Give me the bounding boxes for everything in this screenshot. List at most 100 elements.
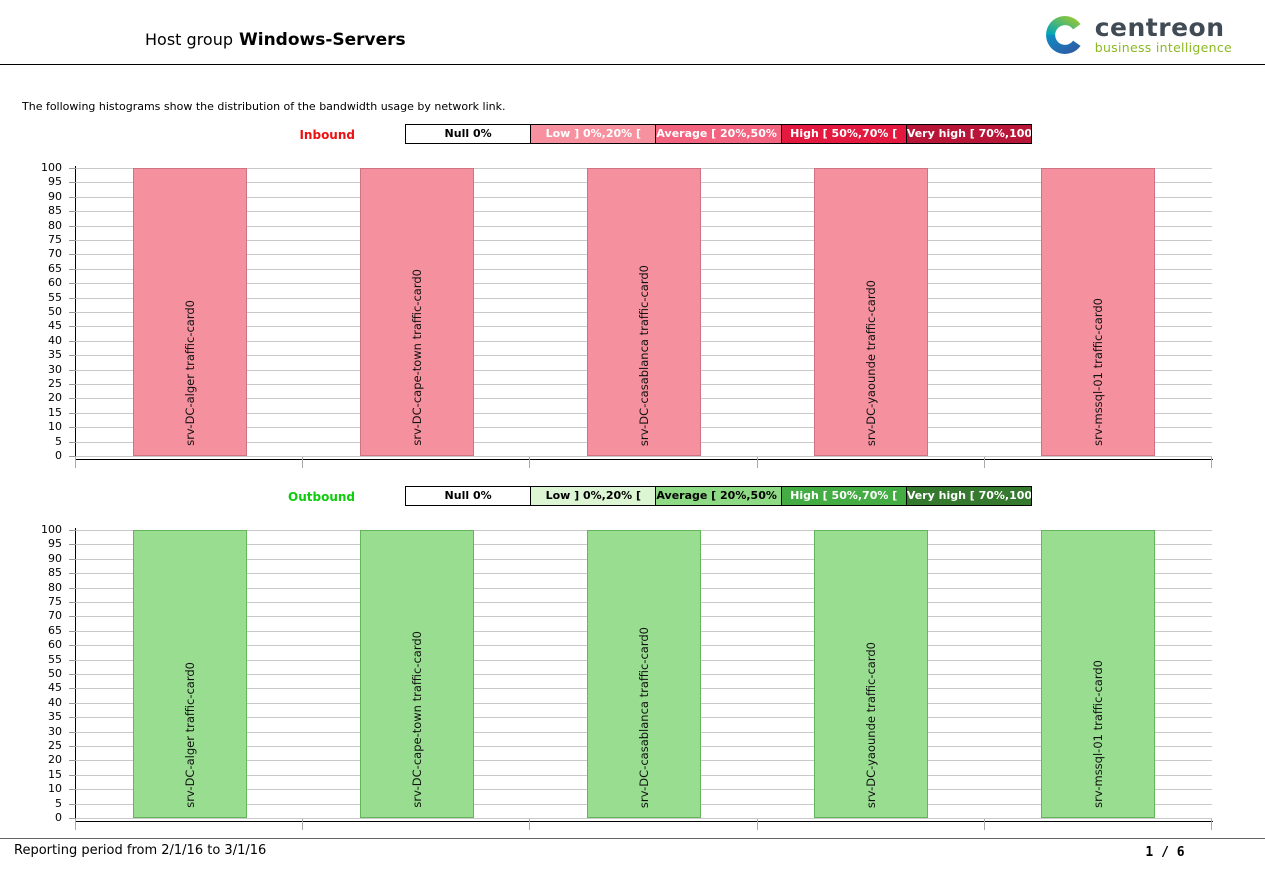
- y-tick-label: 50: [48, 667, 62, 680]
- bar: srv-DC-cape-town traffic-card0: [360, 530, 474, 818]
- y-tick-label: 15: [48, 768, 62, 781]
- bar-label: srv-DC-alger traffic-card0: [183, 662, 197, 808]
- y-tick-label: 25: [48, 739, 62, 752]
- centreon-logo-icon: [1045, 16, 1081, 54]
- y-tick-label: 70: [48, 609, 62, 622]
- centreon-logo-text: centreon business intelligence: [1095, 15, 1232, 55]
- bar-label: srv-mssql-01 traffic-card0: [1091, 298, 1105, 446]
- legend-cell: Average [ 20%,50% [: [655, 487, 781, 505]
- y-tick: [69, 559, 76, 560]
- x-boundary-tick: [75, 819, 76, 830]
- bar-label: srv-DC-yaounde traffic-card0: [864, 641, 878, 808]
- bar-label: srv-DC-casablanca traffic-card0: [637, 264, 651, 446]
- y-tick: [69, 688, 76, 689]
- y-tick: [69, 602, 76, 603]
- y-tick: [69, 456, 76, 457]
- y-tick: [69, 645, 76, 646]
- y-tick: [69, 818, 76, 819]
- bar: srv-DC-alger traffic-card0: [133, 530, 247, 818]
- y-tick: [69, 384, 76, 385]
- legend-cell: High [ 50%,70% [: [780, 487, 906, 505]
- x-axis: [75, 821, 1213, 822]
- y-tick-label: 10: [48, 420, 62, 433]
- y-tick: [69, 398, 76, 399]
- bar-label: srv-DC-alger traffic-card0: [183, 300, 197, 446]
- y-tick-label: 90: [48, 190, 62, 203]
- y-tick-label: 35: [48, 710, 62, 723]
- y-tick-label: 25: [48, 377, 62, 390]
- bar: srv-DC-yaounde traffic-card0: [814, 168, 928, 456]
- y-tick: [69, 326, 76, 327]
- y-tick-label: 60: [48, 638, 62, 651]
- y-tick-label: 0: [55, 449, 62, 462]
- y-tick-label: 15: [48, 406, 62, 419]
- y-tick-label: 60: [48, 276, 62, 289]
- inbound-label: Inbound: [299, 128, 355, 142]
- y-tick-label: 30: [48, 725, 62, 738]
- y-tick-label: 20: [48, 753, 62, 766]
- centreon-brand-name: centreon: [1094, 13, 1225, 43]
- y-tick: [69, 530, 76, 531]
- inbound-legend: Null 0% Low ] 0%,20% [Average [ 20%,50% […: [405, 124, 1032, 144]
- y-tick: [69, 355, 76, 356]
- y-tick: [69, 168, 76, 169]
- y-tick-label: 65: [48, 262, 62, 275]
- y-tick-label: 90: [48, 552, 62, 565]
- bar: srv-DC-cape-town traffic-card0: [360, 168, 474, 456]
- bar: srv-DC-yaounde traffic-card0: [814, 530, 928, 818]
- page-title: Host group Windows-Servers: [145, 30, 406, 50]
- y-tick-label: 65: [48, 624, 62, 637]
- y-tick: [69, 442, 76, 443]
- x-boundary-tick: [529, 457, 530, 468]
- x-boundary-tick: [529, 819, 530, 830]
- y-tick: [69, 804, 76, 805]
- y-tick-label: 95: [48, 537, 62, 550]
- bar-label: srv-mssql-01 traffic-card0: [1091, 660, 1105, 808]
- y-tick-label: 20: [48, 391, 62, 404]
- y-tick-label: 10: [48, 782, 62, 795]
- y-tick: [69, 211, 76, 212]
- y-tick: [69, 775, 76, 776]
- y-tick: [69, 631, 76, 632]
- y-tick-label: 45: [48, 319, 62, 332]
- y-tick: [69, 341, 76, 342]
- reporting-period: Reporting period from 2/1/16 to 3/1/16: [14, 843, 267, 858]
- bar: srv-mssql-01 traffic-card0: [1041, 168, 1155, 456]
- x-boundary-tick: [757, 819, 758, 830]
- x-boundary-tick: [1211, 457, 1212, 468]
- intro-text: The following histograms show the distri…: [22, 100, 506, 113]
- page-title-hostgroup: Windows-Servers: [238, 30, 406, 50]
- y-tick-label: 80: [48, 219, 62, 232]
- y-tick: [69, 660, 76, 661]
- legend-cell: Null 0%: [406, 125, 531, 143]
- y-tick: [69, 283, 76, 284]
- y-tick-label: 85: [48, 204, 62, 217]
- gridline: [76, 456, 1212, 457]
- y-tick: [69, 674, 76, 675]
- y-tick: [69, 197, 76, 198]
- x-boundary-tick: [1211, 819, 1212, 830]
- bar-label: srv-DC-cape-town traffic-card0: [410, 631, 424, 808]
- y-tick: [69, 746, 76, 747]
- y-tick: [69, 298, 76, 299]
- y-tick-label: 55: [48, 291, 62, 304]
- legend-cell: High [ 50%,70% [: [780, 125, 906, 143]
- x-boundary-tick: [757, 457, 758, 468]
- page-number: 1 / 6: [1145, 845, 1185, 860]
- y-tick-label: 35: [48, 348, 62, 361]
- y-tick: [69, 789, 76, 790]
- centreon-logo: centreon business intelligence: [1042, 12, 1232, 58]
- y-tick-label: 50: [48, 305, 62, 318]
- y-tick-label: 100: [41, 523, 62, 536]
- legend-cell: Low ] 0%,20% [: [530, 487, 656, 505]
- legend-cell: Low ] 0%,20% [: [530, 125, 656, 143]
- y-tick: [69, 240, 76, 241]
- y-tick-label: 85: [48, 566, 62, 579]
- y-tick-label: 5: [55, 435, 62, 448]
- y-tick: [69, 616, 76, 617]
- legend-cell: Null 0%: [406, 487, 531, 505]
- y-tick: [69, 703, 76, 704]
- x-boundary-tick: [984, 457, 985, 468]
- footer-divider: [0, 838, 1265, 839]
- y-tick-label: 100: [41, 161, 62, 174]
